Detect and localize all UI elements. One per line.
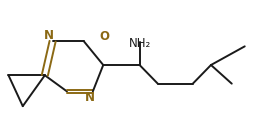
Text: N: N [44, 29, 54, 42]
Text: O: O [99, 30, 110, 43]
Text: NH₂: NH₂ [128, 37, 151, 50]
Text: N: N [85, 91, 95, 104]
